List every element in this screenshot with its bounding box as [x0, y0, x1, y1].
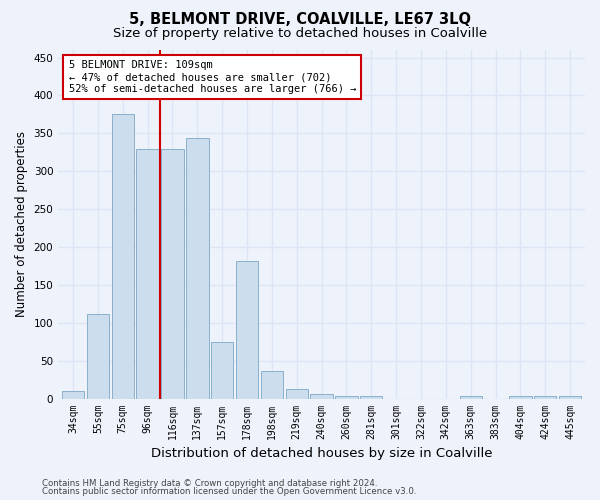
- Text: Size of property relative to detached houses in Coalville: Size of property relative to detached ho…: [113, 28, 487, 40]
- X-axis label: Distribution of detached houses by size in Coalville: Distribution of detached houses by size …: [151, 447, 493, 460]
- Text: Contains public sector information licensed under the Open Government Licence v3: Contains public sector information licen…: [42, 487, 416, 496]
- Text: 5, BELMONT DRIVE, COALVILLE, LE67 3LQ: 5, BELMONT DRIVE, COALVILLE, LE67 3LQ: [129, 12, 471, 28]
- Bar: [460, 396, 482, 398]
- Bar: [559, 396, 581, 398]
- Bar: [335, 396, 358, 398]
- Bar: [286, 390, 308, 398]
- Y-axis label: Number of detached properties: Number of detached properties: [15, 132, 28, 318]
- Bar: [161, 148, 184, 398]
- Text: 5 BELMONT DRIVE: 109sqm
← 47% of detached houses are smaller (702)
52% of semi-d: 5 BELMONT DRIVE: 109sqm ← 47% of detache…: [69, 60, 356, 94]
- Bar: [87, 314, 109, 398]
- Bar: [211, 342, 233, 398]
- Bar: [62, 391, 84, 398]
- Bar: [360, 396, 382, 398]
- Bar: [534, 396, 556, 398]
- Bar: [136, 148, 159, 398]
- Bar: [186, 138, 209, 398]
- Bar: [310, 394, 333, 398]
- Bar: [236, 262, 258, 398]
- Bar: [509, 396, 532, 398]
- Text: Contains HM Land Registry data © Crown copyright and database right 2024.: Contains HM Land Registry data © Crown c…: [42, 478, 377, 488]
- Bar: [112, 114, 134, 399]
- Bar: [260, 372, 283, 398]
